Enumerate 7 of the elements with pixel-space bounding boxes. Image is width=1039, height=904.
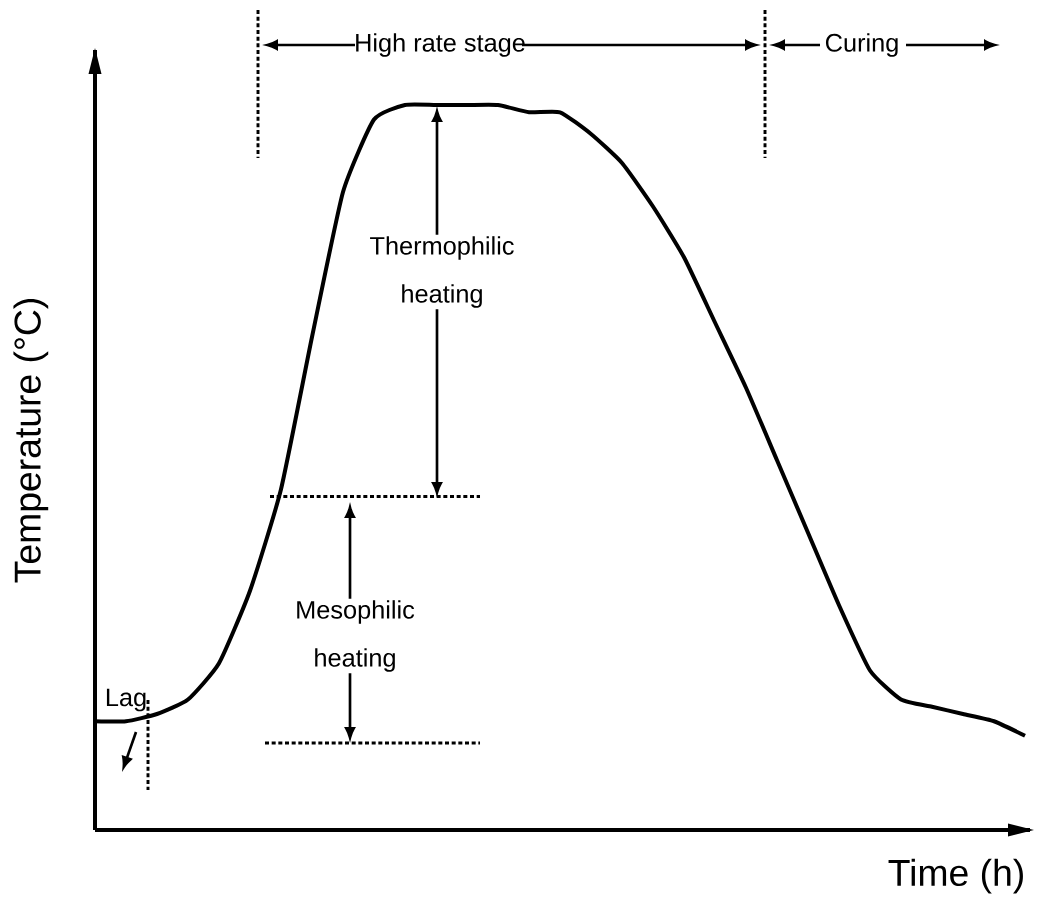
annotation: Lag — [106, 688, 146, 712]
annotation: Mesophilic heating — [297, 600, 415, 672]
text: Curing — [825, 33, 898, 57]
annotation: Thermophilic heating — [370, 236, 514, 308]
y-axis-title: Temperature (°C) — [13, 299, 49, 583]
text: High rate stage — [356, 33, 525, 57]
x-axis-title: Time (h) — [888, 858, 1023, 894]
